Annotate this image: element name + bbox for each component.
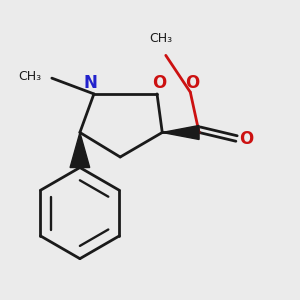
Text: O: O: [185, 74, 199, 92]
Text: O: O: [152, 74, 166, 92]
Text: CH₃: CH₃: [18, 70, 41, 83]
Text: O: O: [239, 130, 254, 148]
Polygon shape: [70, 133, 90, 167]
Polygon shape: [162, 125, 199, 140]
Text: CH₃: CH₃: [149, 32, 172, 45]
Text: N: N: [83, 74, 97, 92]
